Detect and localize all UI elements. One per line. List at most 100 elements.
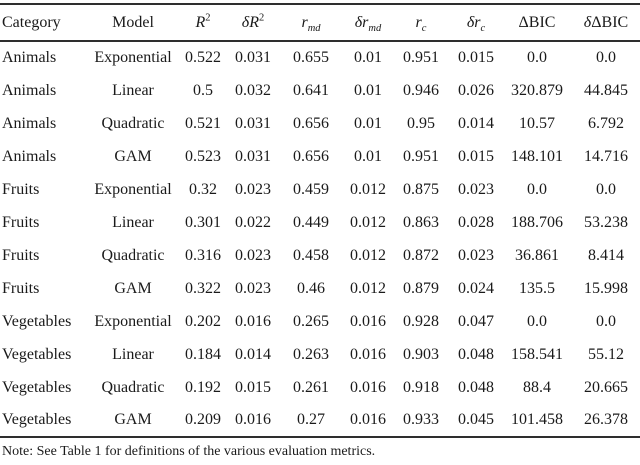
column-header-model: Model	[88, 4, 178, 41]
table-row: Fruits Linear 0.301 0.022 0.449 0.012 0.863 0.0…	[0, 206, 640, 239]
column-header-delta-r-c: δrc	[450, 4, 502, 41]
header-row: Category Model R2 δR2 rmd δrmd rc δrc ΔBIC δΔBIC	[0, 4, 640, 41]
table-row: Vegetables Linear 0.184 0.014 0.263 0.016 0.90…	[0, 338, 640, 371]
table-cell: 0.0	[527, 312, 547, 330]
header-text-part: r	[474, 13, 481, 31]
table-cell: 0.449	[293, 213, 329, 231]
table-cell: 0.184	[185, 345, 221, 363]
table-cell: 0.014	[458, 114, 494, 132]
table-cell: 0.523	[185, 147, 221, 165]
table-cell: 88.4	[523, 378, 551, 396]
table-cell: 0.641	[293, 81, 329, 99]
table-cell: 0.872	[403, 246, 439, 264]
table-row: Fruits Quadratic 0.316 0.023 0.458 0.012 0.872…	[0, 239, 640, 272]
table-cell: 0.928	[403, 312, 439, 330]
table-cell: 0.012	[350, 180, 386, 198]
table-cell: 0.656	[293, 147, 329, 165]
table-row: Animals GAM 0.523 0.031 0.656 0.01 0.951 0.015 1…	[0, 140, 640, 173]
header-text-part: md	[368, 22, 382, 34]
table-cell: 0.023	[235, 246, 271, 264]
table-cell: GAM	[114, 279, 152, 297]
table-cell: 0.01	[354, 49, 382, 66]
table-cell: 0.031	[235, 114, 271, 132]
column-header-delta-r-md: δrmd	[344, 4, 392, 41]
table-cell: 148.101	[511, 147, 563, 165]
table-cell: Animals	[2, 49, 57, 66]
table-cell: 20.665	[584, 378, 628, 396]
table-row: Vegetables GAM 0.209 0.016 0.27 0.016 0.933 0.0…	[0, 404, 640, 437]
table-cell: 0.031	[235, 147, 271, 165]
table-cell: Linear	[112, 81, 154, 99]
table-cell: 0.045	[458, 411, 494, 428]
table-cell: 14.716	[584, 147, 628, 165]
table-row: Fruits Exponential 0.32 0.023 0.459 0.012 0.87…	[0, 173, 640, 206]
table-cell: 135.5	[519, 279, 555, 297]
header-text-part: md	[307, 22, 321, 34]
table-cell: Vegetables	[2, 345, 72, 363]
table-cell: 0.0	[596, 312, 616, 330]
table-cell: 0.879	[403, 279, 439, 297]
table-cell: 188.706	[511, 213, 563, 231]
table-row: Animals Linear 0.5 0.032 0.641 0.01 0.946 0.026…	[0, 74, 640, 107]
table-cell: Vegetables	[2, 312, 72, 330]
column-header-delta-r-squared: δR2	[228, 4, 278, 41]
table-cell: 0.015	[458, 49, 494, 66]
table-cell: 0.01	[354, 114, 382, 132]
table-cell: 0.316	[185, 246, 221, 264]
table-note: Note: See Table 1 for definitions of the…	[2, 444, 376, 459]
table-cell: 0.016	[350, 345, 386, 363]
table-cell: 0.047	[458, 312, 494, 330]
column-header-r-c: rc	[392, 4, 450, 41]
table-cell: Fruits	[2, 213, 40, 231]
table-cell: 0.263	[293, 345, 329, 363]
table-cell: GAM	[114, 147, 152, 165]
header-text-part: R	[249, 13, 259, 31]
table-cell: 0.0	[596, 49, 616, 66]
table-cell: 158.541	[511, 345, 563, 363]
table-cell: 0.016	[235, 312, 271, 330]
table-cell: 0.946	[403, 81, 439, 99]
header-text-part: 2	[258, 12, 265, 24]
table-cell: 0.012	[350, 213, 386, 231]
table-cell: Animals	[2, 147, 57, 165]
table-cell: 0.026	[458, 81, 494, 99]
table-cell: 0.521	[185, 114, 221, 132]
table-cell: Fruits	[2, 246, 40, 264]
table-cell: 0.918	[403, 378, 439, 396]
table-cell: 0.012	[350, 279, 386, 297]
table-cell: Quadratic	[101, 378, 165, 396]
table-cell: 0.656	[293, 114, 329, 132]
header-text-part: Model	[112, 13, 154, 31]
table-cell: 0.023	[458, 246, 494, 264]
table-cell: 0.903	[403, 345, 439, 363]
table-cell: 0.261	[293, 378, 329, 396]
table-cell: Quadratic	[101, 246, 165, 264]
header-text-part: 2	[205, 12, 211, 24]
table-row: Animals Exponential 0.522 0.031 0.655 0.01 0.9…	[0, 41, 640, 74]
table-row: Animals Quadratic 0.521 0.031 0.656 0.01 0.95 0…	[0, 107, 640, 140]
paper-table-page: Category Model R2 δR2 rmd δrmd rc δrc ΔBIC δΔBIC …	[0, 3, 640, 465]
header-text-part: R	[195, 13, 206, 31]
table-cell: 0.0	[527, 180, 547, 198]
header-text-part: δ	[241, 13, 250, 31]
table-cell: 8.414	[588, 246, 624, 264]
table-cell: Exponential	[94, 180, 172, 198]
table-cell: 0.322	[185, 279, 221, 297]
results-table: Category Model R2 δR2 rmd δrmd rc δrc ΔBIC δΔBIC …	[0, 3, 640, 438]
table-cell: 0.46	[297, 279, 325, 297]
table-cell: 0.016	[350, 312, 386, 330]
table-cell: 0.5	[193, 81, 213, 99]
table-row: Fruits GAM 0.322 0.023 0.46 0.012 0.879 0.024 13…	[0, 272, 640, 305]
table-cell: 55.12	[588, 345, 624, 363]
table-cell: 0.0	[527, 49, 547, 66]
table-cell: GAM	[114, 411, 152, 428]
table-cell: 0.209	[185, 411, 221, 428]
table-cell: 0.27	[297, 411, 325, 428]
header-text-part: ΔBIC	[591, 13, 629, 31]
table-cell: Fruits	[2, 180, 40, 198]
table-cell: 0.192	[185, 378, 221, 396]
table-cell: 101.458	[511, 411, 563, 428]
table-cell: 0.022	[235, 213, 271, 231]
table-cell: 0.031	[235, 49, 271, 66]
table-cell: 0.951	[403, 49, 439, 66]
